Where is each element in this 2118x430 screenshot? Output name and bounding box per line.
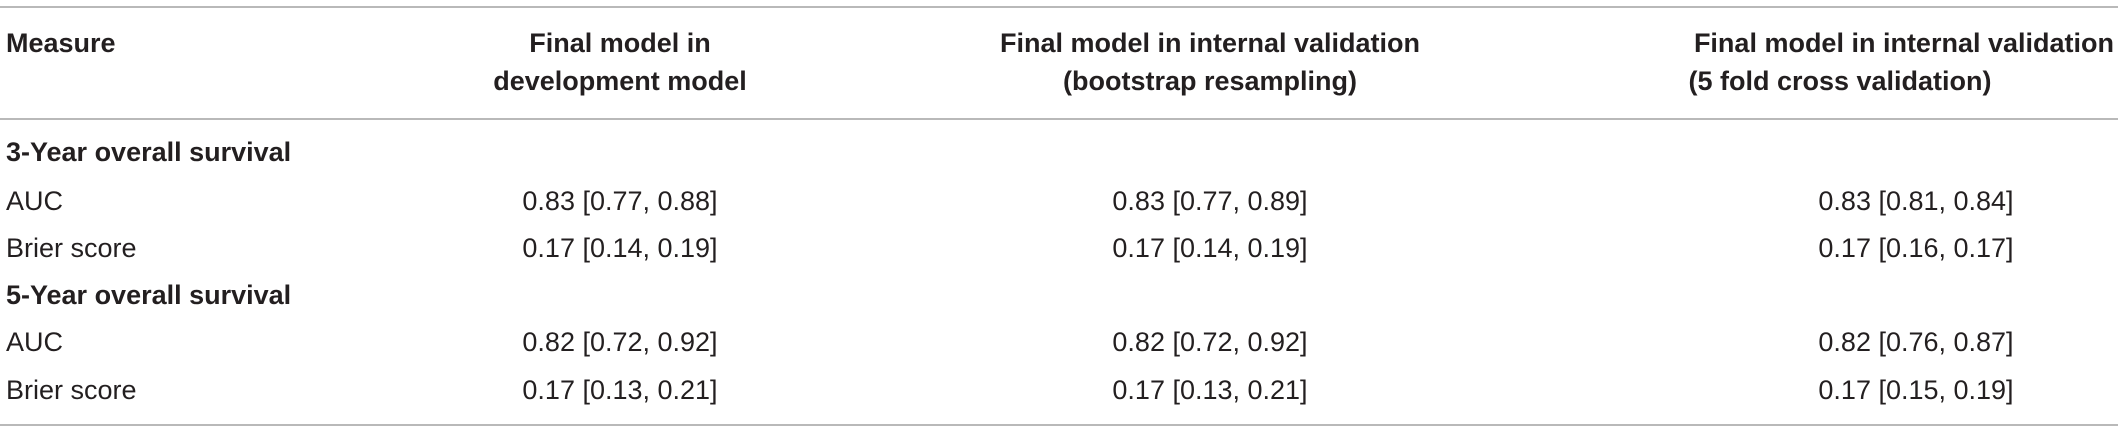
cell-cross-validation: 0.17 [0.16, 0.17] bbox=[1818, 233, 2014, 263]
table-header: Measure Final model in development model… bbox=[0, 7, 2118, 119]
cell-development: 0.17 [0.14, 0.19] bbox=[522, 233, 718, 263]
cell-bootstrap: 0.17 [0.14, 0.19] bbox=[1112, 233, 1308, 263]
header-bootstrap-line-2: (bootstrap resampling) bbox=[1062, 66, 1358, 96]
cell-development: 0.17 [0.13, 0.21] bbox=[522, 374, 718, 405]
header-bootstrap-line-1: Final model in internal validation bbox=[999, 28, 1421, 58]
cell-bootstrap: 0.82 [0.72, 0.92] bbox=[1112, 327, 1308, 357]
header-development-line-1: Final model in bbox=[529, 28, 711, 58]
table-row: Brier score 0.17 [0.13, 0.21] 0.17 [0.13… bbox=[0, 366, 2118, 425]
header-cv-line-1: Final model in internal validation bbox=[1693, 28, 2114, 58]
header-bootstrap-validation: Final model in internal validation (boot… bbox=[900, 7, 1520, 119]
header-measure-line-1: Measure bbox=[6, 28, 116, 58]
section-row: 3-Year overall survival bbox=[0, 119, 2118, 178]
row-label: AUC bbox=[6, 327, 64, 357]
cell-development: 0.82 [0.72, 0.92] bbox=[522, 327, 718, 357]
table-row: Brier score 0.17 [0.14, 0.19] 0.17 [0.14… bbox=[0, 225, 2118, 272]
row-label: AUC bbox=[6, 186, 64, 216]
cell-cross-validation: 0.82 [0.76, 0.87] bbox=[1818, 327, 2014, 357]
section-title: 3-Year overall survival bbox=[6, 136, 292, 167]
cell-bootstrap: 0.83 [0.77, 0.89] bbox=[1112, 186, 1308, 216]
header-row: Measure Final model in development model… bbox=[0, 7, 2118, 119]
section-title: 5-Year overall survival bbox=[6, 280, 292, 310]
header-development-model: Final model in development model bbox=[340, 7, 900, 119]
section-row: 5-Year overall survival bbox=[0, 272, 2118, 319]
row-label: Brier score bbox=[6, 374, 137, 405]
header-measure: Measure bbox=[0, 7, 340, 119]
cell-development: 0.83 [0.77, 0.88] bbox=[522, 186, 718, 216]
table-body: 3-Year overall survival AUC 0.83 [0.77, … bbox=[0, 119, 2118, 425]
cell-bootstrap: 0.17 [0.13, 0.21] bbox=[1112, 374, 1308, 405]
header-development-line-2: development model bbox=[493, 66, 747, 96]
row-label: Brier score bbox=[6, 233, 137, 263]
header-cv-line-2: (5 fold cross validation) bbox=[1688, 66, 1992, 96]
cell-cross-validation: 0.17 [0.15, 0.19] bbox=[1818, 374, 2014, 405]
results-table: Measure Final model in development model… bbox=[0, 6, 2118, 426]
table-row: AUC 0.83 [0.77, 0.88] 0.83 [0.77, 0.89] … bbox=[0, 178, 2118, 225]
header-cross-validation: Final model in internal validation (5 fo… bbox=[1520, 7, 2118, 119]
table-row: AUC 0.82 [0.72, 0.92] 0.82 [0.72, 0.92] … bbox=[0, 319, 2118, 366]
cell-cross-validation: 0.83 [0.81, 0.84] bbox=[1818, 186, 2014, 216]
